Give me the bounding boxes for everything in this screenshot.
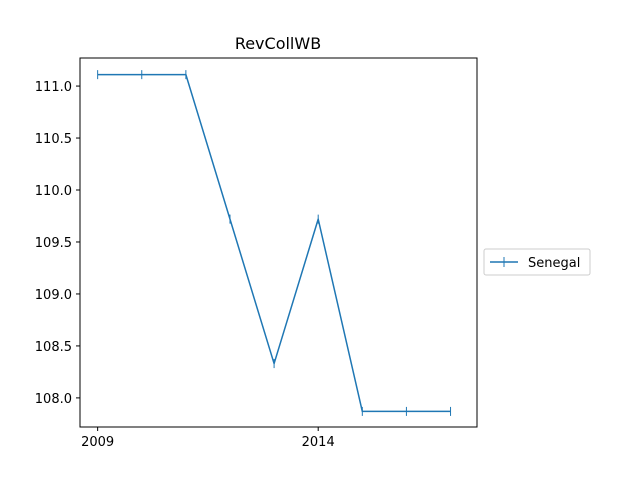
y-tick-label: 111.0: [35, 80, 72, 95]
legend-box: [483, 248, 591, 276]
legend-label-senegal: Senegal: [528, 256, 580, 271]
series-layer: [97, 70, 452, 416]
y-tick-label: 108.5: [35, 340, 72, 355]
y-tick-label: 108.0: [35, 392, 72, 407]
plot-frame: [79, 57, 478, 428]
y-tick-label: 110.5: [35, 132, 72, 147]
y-tick-label: 109.0: [35, 288, 72, 303]
chart-title: RevCollWB: [235, 34, 321, 53]
x-tick-label: 2014: [302, 435, 335, 450]
plot-axes: 108.0 108.5 109.0 109.5 110.0 110.5 111.0 2009 2…: [35, 57, 478, 450]
y-tick-label: 109.5: [35, 236, 72, 251]
y-tick-label: 110.0: [35, 184, 72, 199]
x-tick-label: 2009: [81, 435, 114, 450]
legend: Senegal: [483, 248, 591, 276]
